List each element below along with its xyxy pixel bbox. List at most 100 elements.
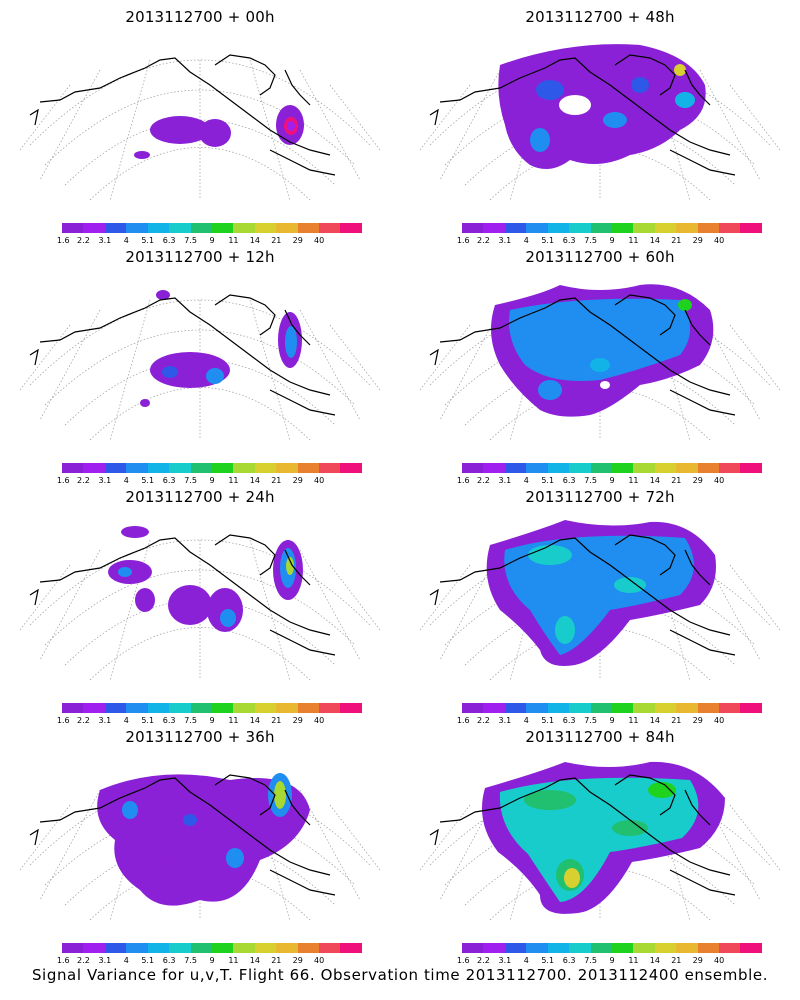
panel-title: 2013112700 + 72h bbox=[525, 488, 675, 506]
map-84h bbox=[419, 761, 781, 920]
colorbar-swatch bbox=[211, 463, 234, 473]
colorbar-swatch bbox=[297, 703, 320, 713]
colorbar-label: 6.3 bbox=[162, 476, 176, 485]
colorbar-label: 14 bbox=[649, 476, 660, 485]
colorbar-swatch bbox=[62, 703, 84, 713]
colorbar-label: 9 bbox=[209, 716, 215, 725]
colorbar-label: 1.6 bbox=[56, 716, 70, 725]
panel-84h: 2013112700 + 84h 1.6 2.2 3.1 4 5.1 6.3 7.5 9 11 1… bbox=[400, 720, 800, 965]
panel-title: 2013112700 + 36h bbox=[125, 728, 275, 746]
colorbar-swatch bbox=[483, 463, 505, 473]
colorbar-label: 21 bbox=[271, 716, 282, 725]
colorbar-labels: 1.6 2.2 3.1 4 5.1 6.3 7.5 9 11 14 21 29 40 bbox=[57, 476, 362, 486]
colorbar-labels: 1.6 2.2 3.1 4 5.1 6.3 7.5 9 11 14 21 29 40 bbox=[457, 716, 762, 726]
colorbar bbox=[62, 703, 362, 713]
colorbar-label: 1.6 bbox=[56, 956, 70, 965]
colorbar-swatch bbox=[697, 463, 720, 473]
colorbar bbox=[62, 223, 362, 233]
colorbar-swatch bbox=[276, 943, 298, 953]
colorbar-label: 5.1 bbox=[541, 716, 555, 725]
colorbar-swatch bbox=[233, 943, 255, 953]
colorbar-swatch bbox=[462, 703, 484, 713]
colorbar-label: 11 bbox=[628, 476, 639, 485]
colorbar-swatch bbox=[169, 943, 191, 953]
colorbar-swatch bbox=[740, 703, 762, 713]
colorbar-swatch bbox=[547, 703, 570, 713]
colorbar-label: 40 bbox=[314, 956, 325, 965]
colorbar-label: 40 bbox=[714, 716, 725, 725]
colorbar-swatch bbox=[504, 223, 527, 233]
colorbar bbox=[462, 463, 762, 473]
colorbar-label: 40 bbox=[714, 476, 725, 485]
colorbar-swatch bbox=[319, 943, 341, 953]
colorbar-swatch bbox=[547, 943, 570, 953]
colorbar-swatch bbox=[254, 943, 277, 953]
colorbar-label: 5.1 bbox=[541, 956, 555, 965]
colorbar-label: 2.2 bbox=[77, 716, 90, 725]
map-24h bbox=[19, 526, 381, 680]
colorbar-label: 4 bbox=[523, 716, 529, 725]
colorbar-label: 40 bbox=[314, 716, 325, 725]
colorbar-swatch bbox=[590, 943, 612, 953]
coastlines bbox=[429, 534, 736, 656]
colorbar-swatch bbox=[83, 943, 105, 953]
colorbar-label: 3.1 bbox=[98, 716, 112, 725]
colorbar bbox=[462, 703, 762, 713]
map-00h bbox=[19, 54, 381, 200]
colorbar-label: 2.2 bbox=[77, 476, 90, 485]
colorbar-swatch bbox=[654, 703, 677, 713]
colorbar-swatch bbox=[504, 463, 527, 473]
colorbar-label: 6.3 bbox=[562, 236, 576, 245]
colorbar-swatch bbox=[611, 943, 634, 953]
colorbar-swatch bbox=[340, 703, 362, 713]
colorbar-swatch bbox=[676, 943, 698, 953]
colorbar-swatch bbox=[633, 463, 655, 473]
panel-00h: 2013112700 + 00h 1.6 2.2 3.1 4 5.1 6.3 7.5 9 11 1… bbox=[0, 0, 400, 245]
colorbar-swatch bbox=[254, 223, 277, 233]
colorbar-label: 4 bbox=[123, 716, 129, 725]
colorbar-swatch bbox=[297, 943, 320, 953]
colorbar-label: 21 bbox=[271, 956, 282, 965]
colorbar-swatch bbox=[590, 223, 612, 233]
panel-24h: 2013112700 + 24h 1.6 2.2 3.1 4 5.1 6.3 7.5 9 11 1 bbox=[0, 480, 400, 725]
colorbar-swatch bbox=[104, 943, 127, 953]
colorbar-swatch bbox=[740, 943, 762, 953]
colorbar-label: 1.6 bbox=[56, 476, 70, 485]
colorbar-swatch bbox=[169, 703, 191, 713]
colorbar-label: 5.1 bbox=[141, 956, 155, 965]
colorbar-swatch bbox=[211, 943, 234, 953]
colorbar-label: 1.6 bbox=[456, 236, 470, 245]
colorbar-swatch bbox=[569, 703, 591, 713]
panel-36h: 2013112700 + 36h 1.6 2.2 3.1 4 5.1 6.3 7.5 9 11 1… bbox=[0, 720, 400, 965]
colorbar-labels: 1.6 2.2 3.1 4 5.1 6.3 7.5 9 11 14 21 29 40 bbox=[457, 236, 762, 246]
colorbar-swatch bbox=[569, 223, 591, 233]
colorbar-label: 21 bbox=[671, 236, 682, 245]
colorbar-swatch bbox=[697, 223, 720, 233]
colorbar-swatch bbox=[504, 703, 527, 713]
panel-title: 2013112700 + 12h bbox=[125, 248, 275, 266]
colorbar-label: 7.5 bbox=[584, 476, 597, 485]
colorbar-label: 14 bbox=[649, 236, 660, 245]
colorbar bbox=[62, 943, 362, 953]
colorbar-swatch bbox=[254, 703, 277, 713]
colorbar-label: 7.5 bbox=[584, 236, 597, 245]
colorbar-swatch bbox=[211, 223, 234, 233]
colorbar-swatch bbox=[340, 943, 362, 953]
colorbar-label: 4 bbox=[123, 236, 129, 245]
colorbar-label: 9 bbox=[609, 716, 615, 725]
panel-title: 2013112700 + 84h bbox=[525, 728, 675, 746]
colorbar-labels: 1.6 2.2 3.1 4 5.1 6.3 7.5 9 11 14 21 29 40 bbox=[457, 476, 762, 486]
colorbar-swatch bbox=[611, 463, 634, 473]
colorbar-label: 1.6 bbox=[456, 476, 470, 485]
colorbar-swatch bbox=[740, 463, 762, 473]
colorbar-swatch bbox=[190, 463, 212, 473]
colorbar-swatch bbox=[483, 943, 505, 953]
colorbar-label: 7.5 bbox=[584, 716, 597, 725]
colorbar-label: 3.1 bbox=[98, 956, 112, 965]
colorbar-label: 4 bbox=[523, 236, 529, 245]
coastlines bbox=[429, 54, 736, 176]
coastlines bbox=[29, 294, 336, 416]
colorbar-label: 6.3 bbox=[562, 716, 576, 725]
colorbar-swatch bbox=[211, 703, 234, 713]
panel-title: 2013112700 + 60h bbox=[525, 248, 675, 266]
